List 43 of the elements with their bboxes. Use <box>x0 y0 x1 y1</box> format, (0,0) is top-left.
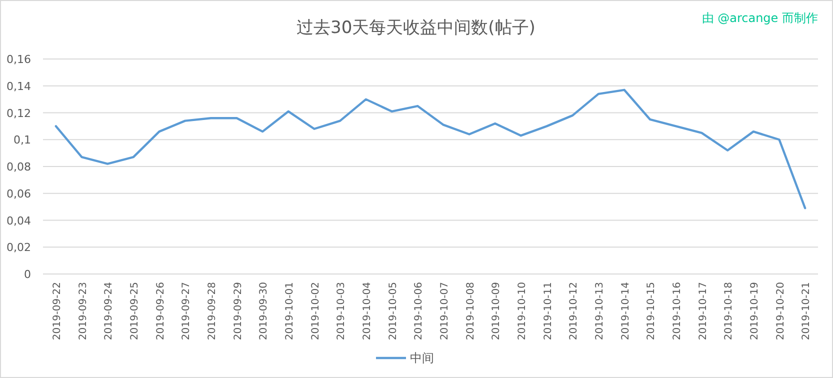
x-tick-label: 2019-10-06 <box>414 282 425 340</box>
y-tick-label: 0,1 <box>14 134 31 147</box>
x-tick-label: 2019-09-26 <box>155 282 166 340</box>
x-tick-label: 2019-10-19 <box>749 282 760 340</box>
legend: 中间 <box>376 351 434 365</box>
x-tick-label: 2019-10-08 <box>465 282 476 340</box>
x-tick-label: 2019-10-14 <box>620 282 632 340</box>
x-tick-label: 2019-10-18 <box>724 282 735 340</box>
x-tick-label: 2019-10-01 <box>284 282 296 340</box>
x-tick-label: 2019-10-16 <box>672 282 683 340</box>
x-tick-label: 2019-10-20 <box>775 282 786 340</box>
x-tick-label: 2019-10-10 <box>516 282 528 340</box>
x-tick-label: 2019-09-25 <box>129 282 140 340</box>
y-tick-label: 0,06 <box>6 187 31 200</box>
x-tick-label: 2019-10-17 <box>698 282 709 340</box>
x-tick-label: 2019-10-21 <box>801 282 812 340</box>
x-tick-label: 2019-10-03 <box>336 282 348 340</box>
y-tick-label: 0,16 <box>6 53 31 66</box>
y-tick-label: 0,12 <box>6 106 31 120</box>
x-tick-label: 2019-09-24 <box>104 282 115 340</box>
x-tick-label: 2019-09-29 <box>232 282 244 340</box>
annotation: 由 @arcange 而制作 <box>702 11 818 25</box>
x-tick-label: 2019-10-11 <box>542 282 554 340</box>
y-tick-label: 0,08 <box>6 160 31 174</box>
title: 过去30天每天收益中间数(帖子) <box>296 18 536 38</box>
x-tick-label: 2019-10-04 <box>362 282 373 340</box>
x-tick-label: 2019-10-05 <box>388 282 399 340</box>
x-tick-label: 2019-09-23 <box>78 282 89 340</box>
x-tick-label: 2019-10-09 <box>491 282 502 340</box>
x-tick-label: 2019-09-22 <box>52 282 63 340</box>
x-tick-label: 2019-09-28 <box>206 282 218 340</box>
x-tick-label: 2019-09-27 <box>181 282 192 340</box>
x-tick-label: 2019-09-30 <box>258 282 270 340</box>
y-tick-label: 0,02 <box>6 241 31 254</box>
x-tick-label: 2019-10-12 <box>568 282 580 340</box>
y-tick-label: 0,04 <box>6 214 31 228</box>
y-tick-label: 0,14 <box>6 80 31 93</box>
x-tick-label: 2019-10-15 <box>646 282 658 340</box>
legend-label: 中间 <box>410 351 434 365</box>
x-tick-label: 2019-10-07 <box>439 282 450 340</box>
y-tick-label: 0 <box>24 268 31 281</box>
x-tick-label: 2019-10-13 <box>594 282 606 340</box>
x-tick-label: 2019-10-02 <box>310 282 322 340</box>
